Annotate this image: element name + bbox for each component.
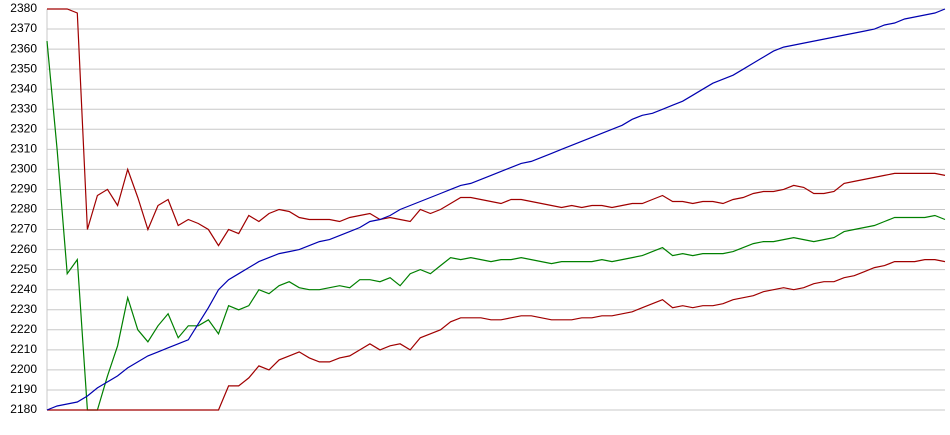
y-tick-label: 2310 <box>10 142 37 156</box>
y-tick-label: 2360 <box>10 41 37 55</box>
y-tick-label: 2260 <box>10 242 37 256</box>
series-line <box>46 8 946 411</box>
series-line <box>47 259 946 411</box>
y-tick-label: 2210 <box>10 342 37 356</box>
y-tick-label: 2280 <box>10 202 37 216</box>
series-line <box>46 41 946 411</box>
y-tick-label: 2190 <box>10 382 37 396</box>
y-tick-label: 2350 <box>10 61 37 75</box>
y-tick-label: 2340 <box>10 81 37 95</box>
y-tick-label: 2330 <box>10 101 37 115</box>
y-tick-label: 2370 <box>10 21 37 35</box>
y-tick-label: 2270 <box>10 222 37 236</box>
series-line <box>47 8 946 247</box>
y-tick-label: 2300 <box>10 162 37 176</box>
y-tick-label: 2240 <box>10 282 37 296</box>
y-tick-label: 2320 <box>10 121 37 135</box>
y-tick-label: 2180 <box>10 402 37 416</box>
y-tick-label: 2250 <box>10 262 37 276</box>
y-tick-label: 2380 <box>10 1 37 15</box>
y-tick-label: 2290 <box>10 182 37 196</box>
y-tick-label: 2200 <box>10 362 37 376</box>
y-tick-label: 2220 <box>10 322 37 336</box>
y-tick-label: 2230 <box>10 302 37 316</box>
